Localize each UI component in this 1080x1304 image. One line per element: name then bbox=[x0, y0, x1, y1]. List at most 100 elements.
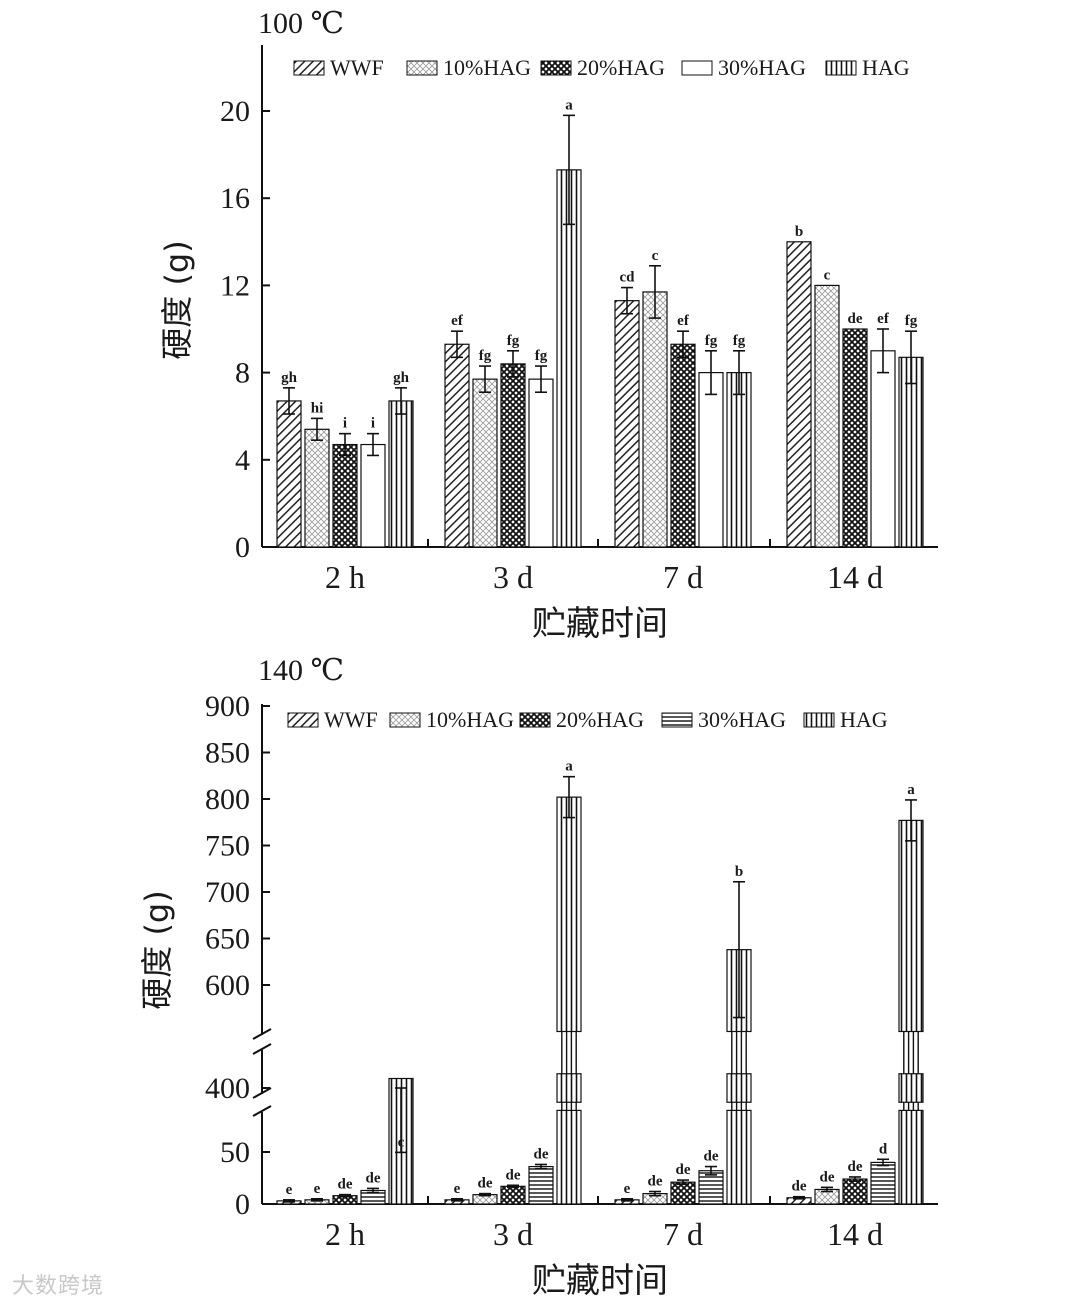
axis-break-mark bbox=[252, 1105, 272, 1117]
y-axis-label: 硬度 (g) bbox=[158, 240, 196, 359]
legend-swatch bbox=[287, 712, 319, 728]
significance-label: de bbox=[848, 311, 863, 327]
y-tick-label: 850 bbox=[205, 737, 250, 770]
significance-label: de bbox=[676, 1162, 691, 1178]
bar bbox=[444, 343, 470, 548]
chart-title: 140 ℃ bbox=[258, 654, 344, 687]
y-tick-label: 700 bbox=[205, 876, 250, 909]
legend-label: HAG bbox=[862, 55, 910, 80]
significance-label: hi bbox=[311, 400, 324, 416]
significance-label: de bbox=[648, 1174, 663, 1190]
y-tick-label: 600 bbox=[205, 969, 250, 1002]
significance-label: ef bbox=[877, 311, 890, 327]
bar bbox=[814, 284, 840, 548]
significance-label: b bbox=[735, 864, 743, 880]
axis-break-mark bbox=[252, 1087, 272, 1099]
y-tick-label: 750 bbox=[205, 830, 250, 863]
significance-label: ef bbox=[451, 313, 464, 329]
y-tick-label: 12 bbox=[220, 269, 250, 302]
significance-label: de bbox=[848, 1159, 863, 1175]
legend-label: 30%HAG bbox=[698, 707, 786, 732]
x-tick-label: 3 d bbox=[493, 559, 533, 595]
significance-label: c bbox=[824, 267, 831, 283]
legend-label: HAG bbox=[840, 707, 888, 732]
legend-swatch bbox=[519, 712, 551, 728]
significance-label: gh bbox=[281, 370, 298, 386]
bar bbox=[528, 1165, 554, 1205]
watermark-text: 大数跨境 bbox=[12, 1274, 105, 1299]
bar bbox=[870, 350, 896, 548]
significance-label: i bbox=[343, 416, 347, 432]
y-tick-label: 400 bbox=[205, 1072, 250, 1105]
legend-swatch bbox=[803, 712, 835, 728]
bar bbox=[500, 1185, 526, 1205]
x-tick-label: 14 d bbox=[827, 559, 883, 595]
bar bbox=[472, 378, 498, 548]
bar bbox=[726, 372, 752, 548]
chart-panel-140c: 140 ℃ 0 50 400 600 650 700 750 800 850 900 2 h 3 d 7 … bbox=[138, 654, 938, 1301]
bar bbox=[332, 443, 358, 548]
axis-break-mark bbox=[252, 1028, 272, 1040]
significance-label: i bbox=[371, 416, 375, 432]
chart-title: 100 ℃ bbox=[258, 7, 344, 40]
significance-label: e bbox=[314, 1181, 321, 1197]
y-tick-label: 900 bbox=[205, 690, 250, 723]
x-tick-label: 2 h bbox=[325, 1216, 365, 1252]
significance-label: fg bbox=[479, 348, 492, 364]
bar bbox=[304, 428, 330, 548]
bar bbox=[528, 378, 554, 548]
bar bbox=[360, 443, 386, 548]
bar bbox=[500, 363, 526, 548]
legend-label: WWF bbox=[324, 707, 378, 732]
x-tick-label: 7 d bbox=[663, 559, 703, 595]
chart-panel-100c: 100 ℃ 0 4 8 12 16 20 2 h 3 d 7 d 14 d 贮藏时间 硬度 (g) WWF… bbox=[158, 7, 938, 644]
significance-label: c bbox=[398, 1134, 405, 1150]
y-tick-label: 16 bbox=[220, 182, 250, 215]
bar bbox=[670, 1181, 696, 1205]
significance-label: fg bbox=[507, 333, 520, 349]
significance-label: c bbox=[652, 248, 659, 264]
bar bbox=[698, 1170, 724, 1205]
legend-label: WWF bbox=[330, 55, 384, 80]
y-tick-label: 8 bbox=[235, 357, 250, 390]
bar bbox=[842, 328, 868, 548]
significance-label: a bbox=[907, 782, 915, 798]
legend-label: 10%HAG bbox=[443, 55, 531, 80]
y-tick-label: 20 bbox=[220, 95, 250, 128]
x-axis-label: 贮藏时间 bbox=[532, 604, 668, 644]
legend-swatch bbox=[540, 60, 572, 76]
significance-label: e bbox=[286, 1182, 293, 1198]
significance-label: b bbox=[795, 224, 803, 240]
significance-label: de bbox=[792, 1179, 807, 1195]
y-tick-label: 50 bbox=[220, 1136, 250, 1169]
legend-swatch bbox=[681, 60, 713, 76]
bar bbox=[556, 169, 582, 548]
bar bbox=[726, 1109, 752, 1205]
legend-label: 20%HAG bbox=[556, 707, 644, 732]
significance-label: de bbox=[704, 1149, 719, 1165]
bar bbox=[556, 796, 582, 1033]
legend-swatch bbox=[406, 60, 438, 76]
significance-label: de bbox=[478, 1176, 493, 1192]
x-tick-label: 2 h bbox=[325, 559, 365, 595]
significance-label: de bbox=[366, 1170, 381, 1186]
bar bbox=[698, 372, 724, 548]
bar bbox=[670, 343, 696, 548]
significance-label: e bbox=[624, 1181, 631, 1197]
significance-label: gh bbox=[393, 370, 410, 386]
significance-label: de bbox=[534, 1146, 549, 1162]
axis-break-mark bbox=[252, 1043, 272, 1055]
significance-label: d bbox=[879, 1141, 888, 1157]
bar bbox=[556, 1109, 582, 1205]
y-tick-label: 4 bbox=[235, 444, 250, 477]
significance-label: fg bbox=[705, 333, 718, 349]
bar bbox=[388, 400, 414, 548]
legend-label: 10%HAG bbox=[426, 707, 514, 732]
significance-label: a bbox=[565, 97, 573, 113]
y-tick-label: 0 bbox=[235, 531, 250, 564]
legend-swatch bbox=[389, 712, 421, 728]
significance-label: fg bbox=[535, 348, 548, 364]
x-axis-label: 贮藏时间 bbox=[532, 1261, 668, 1301]
x-tick-label: 7 d bbox=[663, 1216, 703, 1252]
legend-swatch bbox=[825, 60, 857, 76]
